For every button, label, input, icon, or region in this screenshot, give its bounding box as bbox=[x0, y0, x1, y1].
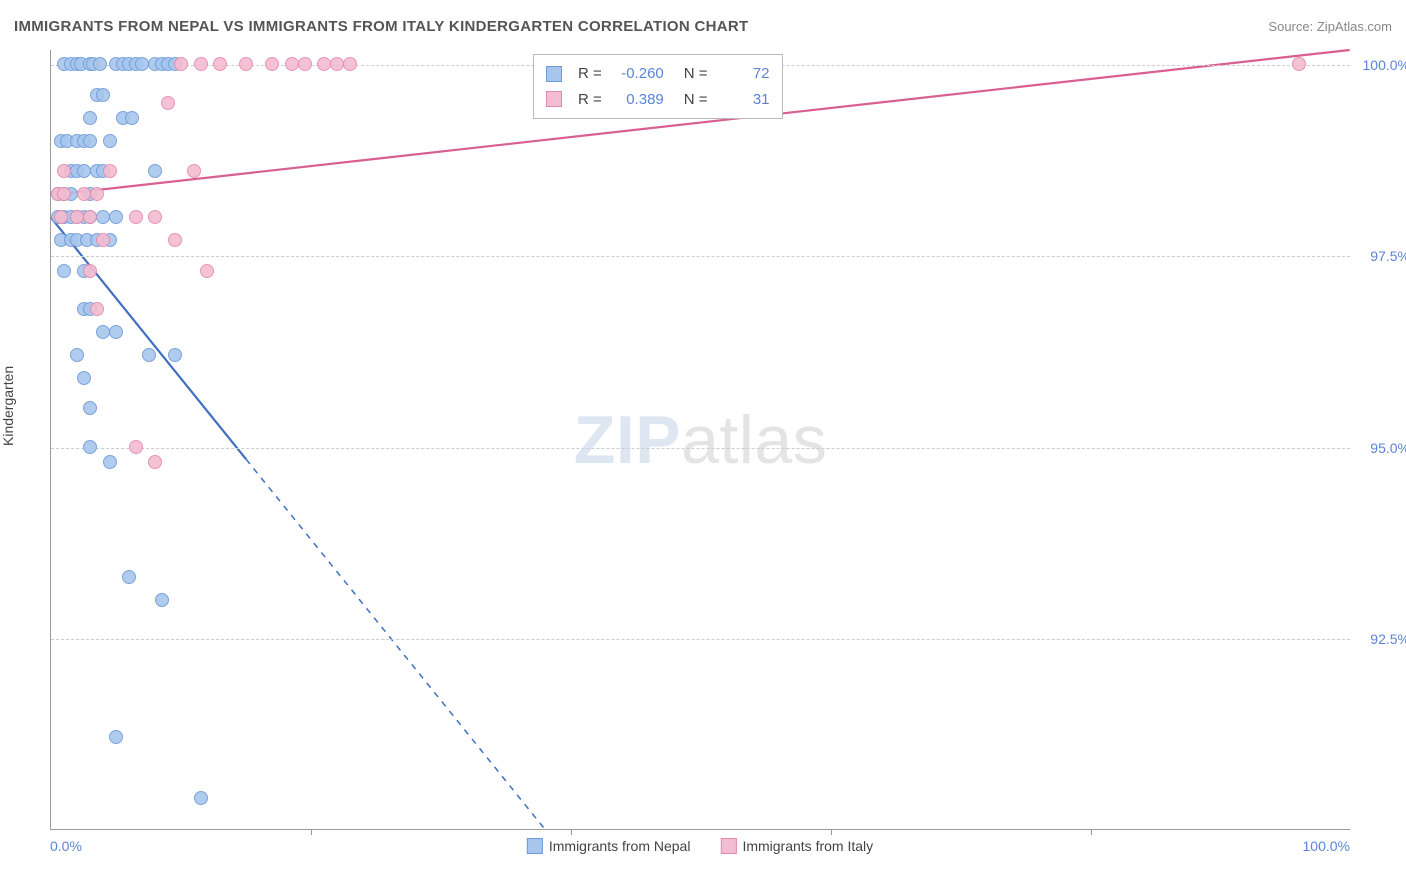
data-point bbox=[109, 210, 123, 224]
y-axis-label: Kindergarten bbox=[0, 366, 16, 446]
x-minor-tick bbox=[831, 829, 832, 835]
source-label: Source: bbox=[1268, 19, 1313, 34]
data-point bbox=[239, 57, 253, 71]
data-point bbox=[57, 187, 71, 201]
data-point bbox=[96, 88, 110, 102]
data-point bbox=[1292, 57, 1306, 71]
correlation-row: R = -0.260 N = 72 bbox=[546, 61, 770, 87]
data-point bbox=[298, 57, 312, 71]
data-point bbox=[57, 164, 71, 178]
data-point bbox=[83, 210, 97, 224]
legend-swatch bbox=[546, 66, 562, 82]
correlation-legend: R = -0.260 N = 72 R = 0.389 N = 31 bbox=[533, 54, 783, 119]
data-point bbox=[135, 57, 149, 71]
r-value: -0.260 bbox=[612, 61, 664, 87]
data-point bbox=[129, 440, 143, 454]
gridline bbox=[51, 448, 1350, 449]
legend-item[interactable]: Immigrants from Nepal bbox=[527, 838, 691, 854]
data-point bbox=[265, 57, 279, 71]
legend-swatch bbox=[546, 91, 562, 107]
y-tick-label: 92.5% bbox=[1352, 631, 1406, 647]
data-point bbox=[54, 210, 68, 224]
data-point bbox=[83, 111, 97, 125]
legend-swatch bbox=[720, 838, 736, 854]
r-value: 0.389 bbox=[612, 87, 664, 113]
gridline bbox=[51, 256, 1350, 257]
data-point bbox=[213, 57, 227, 71]
data-point bbox=[77, 187, 91, 201]
data-point bbox=[142, 348, 156, 362]
data-point bbox=[317, 57, 331, 71]
x-tick-max: 100.0% bbox=[1303, 838, 1350, 854]
data-point bbox=[109, 325, 123, 339]
plot-area: ZIPatlas R =-0.260N =72R =0.389N =31 92.… bbox=[50, 50, 1350, 830]
data-point bbox=[148, 210, 162, 224]
data-point bbox=[83, 264, 97, 278]
data-point bbox=[103, 164, 117, 178]
r-label: R = bbox=[578, 87, 602, 113]
x-minor-tick bbox=[1091, 829, 1092, 835]
data-point bbox=[168, 348, 182, 362]
legend-item[interactable]: Immigrants from Italy bbox=[720, 838, 873, 854]
watermark-atlas: atlas bbox=[681, 402, 827, 478]
data-point bbox=[194, 57, 208, 71]
data-point bbox=[90, 302, 104, 316]
data-point bbox=[70, 210, 84, 224]
correlation-row: R = 0.389 N = 31 bbox=[546, 87, 770, 113]
x-minor-tick bbox=[571, 829, 572, 835]
n-label: N = bbox=[684, 61, 708, 87]
data-point bbox=[83, 401, 97, 415]
x-tick-min: 0.0% bbox=[50, 838, 82, 854]
data-point bbox=[155, 593, 169, 607]
source-link[interactable]: ZipAtlas.com bbox=[1317, 19, 1392, 34]
data-point bbox=[109, 730, 123, 744]
watermark: ZIPatlas bbox=[574, 401, 827, 479]
data-point bbox=[96, 210, 110, 224]
y-tick-label: 100.0% bbox=[1352, 57, 1406, 73]
data-point bbox=[93, 57, 107, 71]
legend-label: Immigrants from Nepal bbox=[549, 838, 691, 854]
trend-lines bbox=[51, 50, 1350, 829]
data-point bbox=[187, 164, 201, 178]
data-point bbox=[148, 455, 162, 469]
data-point bbox=[200, 264, 214, 278]
data-point bbox=[57, 264, 71, 278]
data-point bbox=[129, 210, 143, 224]
data-point bbox=[77, 164, 91, 178]
data-point bbox=[168, 233, 182, 247]
data-point bbox=[161, 96, 175, 110]
data-point bbox=[83, 440, 97, 454]
data-point bbox=[125, 111, 139, 125]
r-label: R = bbox=[578, 61, 602, 87]
series-legend: Immigrants from Nepal Immigrants from Ita… bbox=[527, 838, 873, 854]
data-point bbox=[77, 371, 91, 385]
data-point bbox=[174, 57, 188, 71]
data-point bbox=[330, 57, 344, 71]
data-point bbox=[83, 134, 97, 148]
chart-title: IMMIGRANTS FROM NEPAL VS IMMIGRANTS FROM… bbox=[14, 18, 748, 35]
y-tick-label: 97.5% bbox=[1352, 248, 1406, 264]
gridline bbox=[51, 639, 1350, 640]
n-value: 72 bbox=[718, 61, 770, 87]
data-point bbox=[194, 791, 208, 805]
data-point bbox=[148, 164, 162, 178]
watermark-zip: ZIP bbox=[574, 402, 681, 478]
data-point bbox=[103, 134, 117, 148]
data-point bbox=[285, 57, 299, 71]
data-point bbox=[103, 455, 117, 469]
n-label: N = bbox=[684, 87, 708, 113]
data-point bbox=[96, 233, 110, 247]
source-credit: Source: ZipAtlas.com bbox=[1268, 19, 1392, 34]
data-point bbox=[96, 325, 110, 339]
x-minor-tick bbox=[311, 829, 312, 835]
data-point bbox=[122, 570, 136, 584]
data-point bbox=[343, 57, 357, 71]
data-point bbox=[90, 187, 104, 201]
legend-label: Immigrants from Italy bbox=[742, 838, 873, 854]
data-point bbox=[70, 348, 84, 362]
n-value: 31 bbox=[718, 87, 770, 113]
y-tick-label: 95.0% bbox=[1352, 440, 1406, 456]
legend-swatch bbox=[527, 838, 543, 854]
